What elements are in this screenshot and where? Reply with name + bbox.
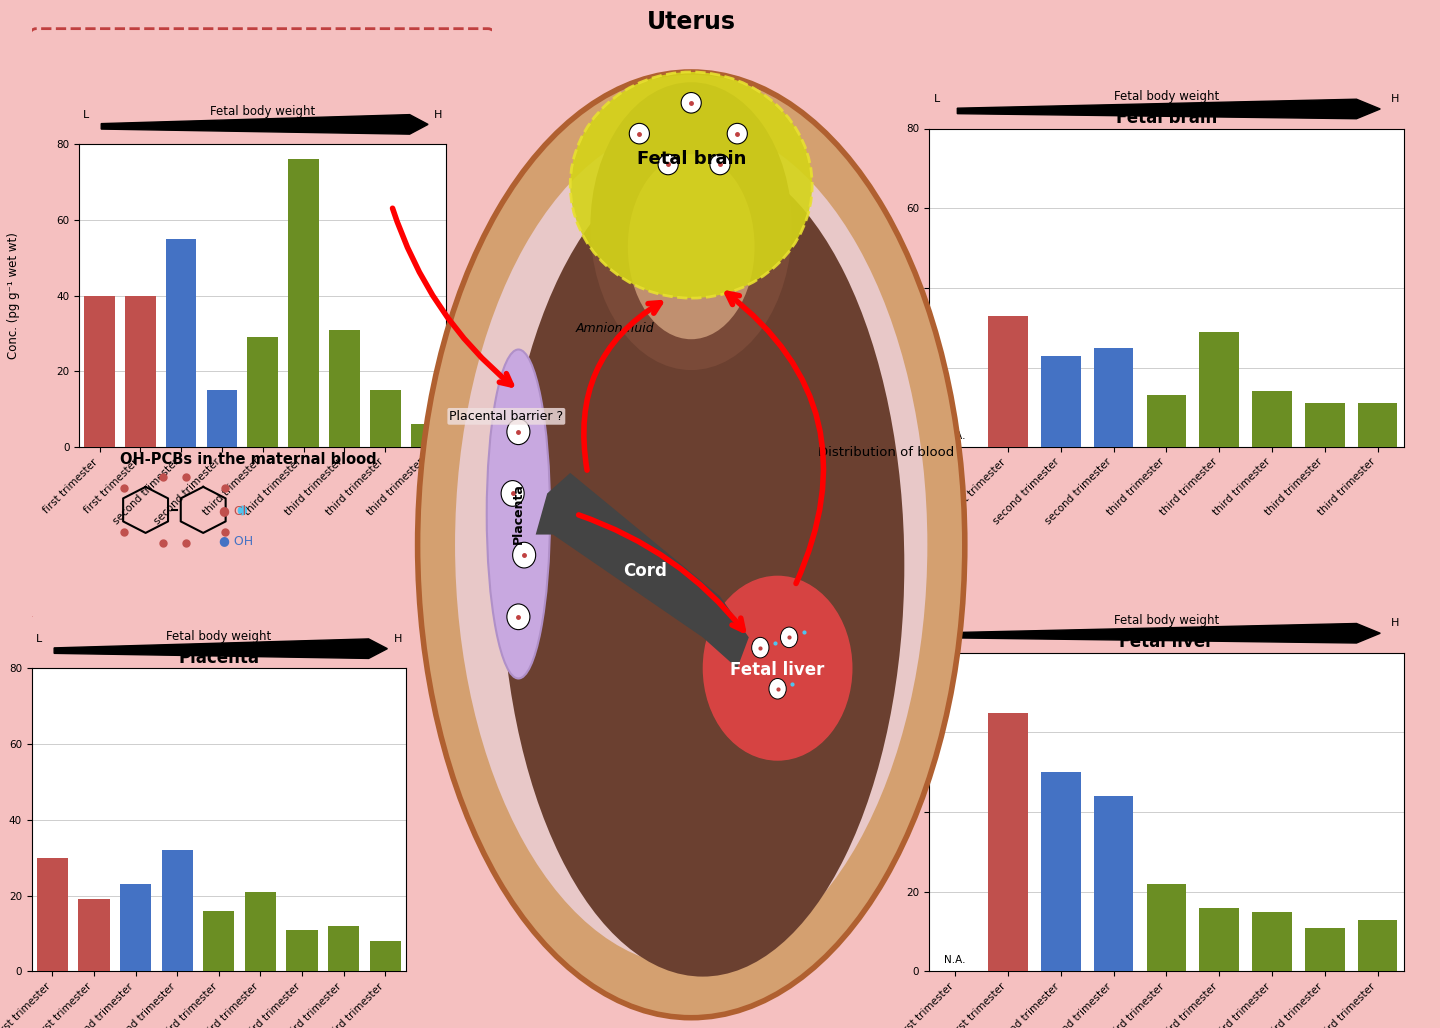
Text: ● OH: ● OH: [219, 535, 253, 548]
Title: Placenta: Placenta: [179, 649, 259, 666]
Bar: [1253, 392, 1292, 447]
Text: Placental barrier ?: Placental barrier ?: [449, 410, 563, 423]
Bar: [1094, 796, 1133, 971]
Ellipse shape: [769, 678, 786, 699]
Polygon shape: [101, 115, 428, 135]
Y-axis label: Conc. (pg g⁻¹ wet wt): Conc. (pg g⁻¹ wet wt): [840, 748, 852, 876]
Text: Amnion fluid: Amnion fluid: [576, 323, 655, 335]
Text: OH-PCBs in the maternal blood: OH-PCBs in the maternal blood: [120, 452, 376, 468]
Y-axis label: Conc. (pg g⁻¹ wet wt): Conc. (pg g⁻¹ wet wt): [840, 224, 852, 352]
Text: H: H: [1391, 95, 1400, 104]
Bar: [1041, 772, 1080, 971]
Bar: [1358, 403, 1397, 447]
Bar: [245, 892, 276, 971]
Bar: [1146, 884, 1187, 971]
Bar: [410, 425, 441, 447]
Ellipse shape: [727, 123, 747, 144]
Text: Cord: Cord: [624, 561, 667, 580]
Text: Distribution of blood: Distribution of blood: [818, 446, 955, 458]
Bar: [166, 238, 196, 447]
Polygon shape: [958, 100, 1381, 118]
Ellipse shape: [487, 350, 550, 678]
Text: L: L: [84, 110, 89, 119]
Bar: [207, 391, 238, 447]
Text: Fetal liver: Fetal liver: [730, 661, 825, 680]
Y-axis label: Conc. (pg g⁻¹ wet wt): Conc. (pg g⁻¹ wet wt): [7, 232, 20, 359]
Bar: [37, 857, 68, 971]
Polygon shape: [55, 639, 387, 659]
Text: Fetal brain: Fetal brain: [636, 150, 746, 169]
Bar: [120, 884, 151, 971]
Text: H: H: [395, 634, 402, 644]
Ellipse shape: [658, 154, 678, 175]
Title: Fetal liver: Fetal liver: [1119, 633, 1214, 651]
Ellipse shape: [501, 480, 524, 506]
Title: Fetal brain: Fetal brain: [1116, 109, 1217, 126]
Bar: [1146, 396, 1187, 447]
Ellipse shape: [628, 154, 755, 339]
Text: ● Cl: ● Cl: [219, 504, 246, 517]
Ellipse shape: [752, 637, 769, 658]
Bar: [328, 926, 360, 971]
Bar: [1200, 332, 1238, 447]
Ellipse shape: [590, 82, 792, 370]
Bar: [161, 850, 193, 971]
Ellipse shape: [501, 154, 904, 977]
Bar: [1253, 912, 1292, 971]
Bar: [125, 296, 156, 447]
Bar: [248, 337, 278, 447]
Ellipse shape: [513, 543, 536, 567]
Text: H: H: [1391, 619, 1400, 628]
Polygon shape: [536, 473, 749, 668]
Text: Fetal body weight: Fetal body weight: [1113, 89, 1220, 103]
Text: L: L: [933, 95, 940, 104]
Bar: [1305, 403, 1345, 447]
Ellipse shape: [780, 627, 798, 648]
Bar: [1200, 908, 1238, 971]
Bar: [1358, 920, 1397, 971]
Ellipse shape: [455, 123, 927, 966]
Bar: [288, 159, 318, 447]
Ellipse shape: [507, 419, 530, 444]
Ellipse shape: [703, 576, 852, 761]
Text: N.A.: N.A.: [945, 955, 966, 965]
Bar: [988, 316, 1028, 447]
Bar: [1041, 356, 1080, 447]
Bar: [988, 712, 1028, 971]
Text: Fetal body weight: Fetal body weight: [1113, 614, 1220, 627]
Text: Uterus: Uterus: [647, 10, 736, 34]
Bar: [1305, 927, 1345, 971]
Bar: [287, 929, 318, 971]
Ellipse shape: [629, 123, 649, 144]
Text: N.A.: N.A.: [945, 431, 966, 441]
Text: Placenta: Placenta: [511, 483, 526, 545]
Polygon shape: [958, 623, 1381, 644]
Ellipse shape: [681, 93, 701, 113]
Text: L: L: [36, 634, 42, 644]
Bar: [203, 911, 235, 971]
Bar: [1094, 347, 1133, 447]
Text: Fetal body weight: Fetal body weight: [210, 105, 315, 118]
Text: Fetal body weight: Fetal body weight: [166, 629, 272, 642]
Bar: [330, 330, 360, 447]
Ellipse shape: [570, 72, 812, 298]
Ellipse shape: [418, 72, 965, 1018]
Bar: [79, 900, 109, 971]
Bar: [370, 391, 400, 447]
Ellipse shape: [507, 603, 530, 629]
Text: L: L: [933, 619, 940, 628]
Bar: [85, 296, 115, 447]
Ellipse shape: [710, 154, 730, 175]
Bar: [370, 942, 400, 971]
Text: H: H: [435, 110, 442, 119]
